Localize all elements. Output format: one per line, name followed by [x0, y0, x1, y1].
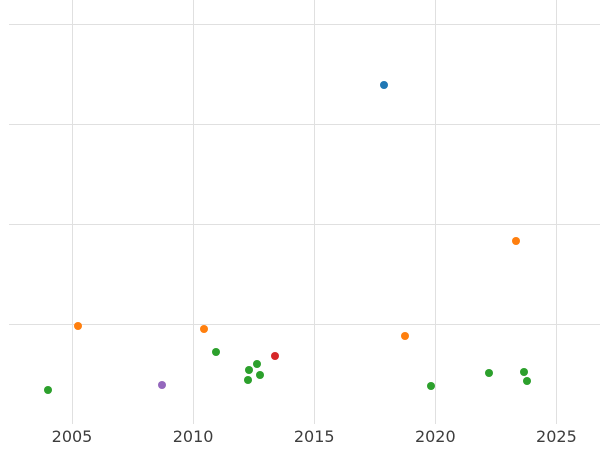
vertical-gridline	[193, 0, 195, 424]
data-point-green	[43, 386, 52, 394]
data-point-green	[255, 371, 264, 379]
x-tick-label: 2005	[51, 427, 93, 446]
horizontal-gridline	[9, 24, 600, 25]
vertical-gridline	[435, 0, 437, 424]
data-point-green	[212, 348, 221, 356]
data-point-green	[426, 382, 435, 390]
x-tick-label: 2010	[172, 427, 214, 446]
data-point-purple	[157, 381, 166, 389]
horizontal-gridline	[9, 124, 600, 125]
horizontal-gridline	[9, 224, 600, 225]
data-point-green	[523, 377, 532, 385]
data-point-green	[244, 366, 253, 374]
data-point-orange	[512, 237, 521, 245]
plot-area	[9, 0, 600, 424]
vertical-gridline	[72, 0, 73, 424]
data-point-orange	[74, 322, 82, 330]
data-point-green	[484, 369, 493, 377]
x-tick-label: 2025	[536, 427, 577, 446]
x-tick-label: 2020	[414, 427, 456, 446]
x-tick-label: 2015	[293, 427, 335, 446]
horizontal-gridline	[9, 324, 600, 325]
data-point-orange	[200, 325, 208, 333]
data-point-green	[243, 376, 252, 384]
data-point-orange	[401, 332, 409, 340]
vertical-gridline	[314, 0, 316, 424]
data-point-blue	[380, 81, 389, 89]
vertical-gridline	[556, 0, 558, 424]
data-point-green	[519, 368, 528, 376]
data-point-red	[271, 352, 280, 360]
data-point-green	[253, 360, 262, 368]
